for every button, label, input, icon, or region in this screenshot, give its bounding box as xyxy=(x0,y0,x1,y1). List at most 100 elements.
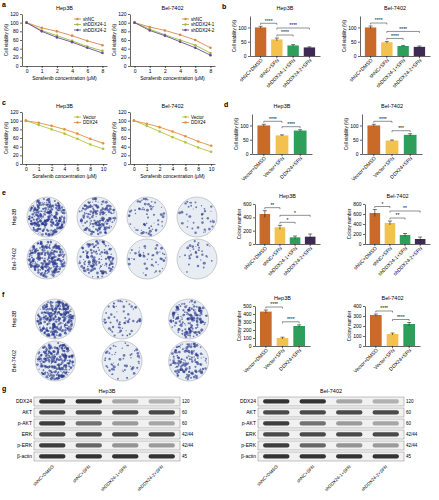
colony xyxy=(69,310,71,312)
tick: 0 xyxy=(16,161,22,167)
tick-label: 100 xyxy=(10,20,19,26)
data-point xyxy=(40,30,43,33)
colony xyxy=(82,252,84,254)
colony xyxy=(86,220,88,222)
colony xyxy=(105,208,107,210)
colony xyxy=(114,334,116,336)
chart-title: Hep3B xyxy=(56,5,73,11)
colony xyxy=(205,255,207,257)
colony xyxy=(59,266,60,267)
tick: 60 xyxy=(13,37,22,43)
colony xyxy=(52,222,54,224)
tick-label: 400 xyxy=(243,214,252,220)
colony xyxy=(38,257,39,258)
x-axis-title: Sorafenib concentration (μM) xyxy=(32,75,97,81)
colony xyxy=(44,258,45,259)
colony xyxy=(195,246,196,247)
tick-label: 6 xyxy=(184,166,187,172)
colony xyxy=(36,257,38,259)
tick-label: 1 xyxy=(38,166,41,172)
tick: 2 xyxy=(164,66,167,74)
axis: shNC+DMSOshNC+SFNshDDX24-1+SFNshDDX24-2+… xyxy=(352,244,430,277)
colony xyxy=(113,213,114,214)
colony xyxy=(95,241,97,243)
colony xyxy=(86,254,88,256)
colony xyxy=(59,251,61,253)
colony xyxy=(62,212,64,214)
bar xyxy=(397,46,408,56)
colony xyxy=(80,220,83,223)
colony-dish xyxy=(27,239,67,279)
colony xyxy=(210,205,212,207)
tick-label: 200 xyxy=(243,327,252,333)
colony xyxy=(156,244,158,246)
tick: 0 xyxy=(25,164,28,172)
tick: 10 xyxy=(209,164,215,172)
colony xyxy=(95,197,98,200)
tick: 2 xyxy=(56,66,59,74)
colony xyxy=(107,223,108,224)
colony xyxy=(43,314,44,315)
colony xyxy=(145,274,147,276)
tick: 400 xyxy=(353,221,365,227)
colony xyxy=(40,243,42,245)
tick: shDDX24-2+SFN xyxy=(391,56,423,89)
colony xyxy=(54,262,56,264)
colony xyxy=(106,266,107,267)
colony xyxy=(93,204,95,206)
chart-title: Bel-7402 xyxy=(161,5,183,11)
tick: 500 xyxy=(243,303,255,309)
tick-label: 0 xyxy=(354,53,357,59)
colony xyxy=(59,216,60,217)
colony xyxy=(153,214,155,216)
colony xyxy=(45,233,46,234)
tick-label: 100 xyxy=(118,20,127,26)
colony xyxy=(110,313,112,315)
tick: 200 xyxy=(353,323,365,329)
data-point xyxy=(63,128,66,131)
tick-label: 100 xyxy=(348,25,357,31)
colony xyxy=(61,301,63,303)
colony xyxy=(116,306,117,307)
colony xyxy=(91,216,94,219)
line-chart: 02040608010012001246810Hep3BCell viabili… xyxy=(4,103,108,179)
colony xyxy=(132,320,134,322)
colony xyxy=(97,247,99,249)
axis: 0200400600 xyxy=(243,201,255,247)
plot-area xyxy=(260,310,305,346)
colony xyxy=(61,227,62,228)
tick-label: 8 xyxy=(197,166,200,172)
legend-entry: shNC xyxy=(83,17,95,22)
colony xyxy=(63,220,65,222)
tick-label: 4 xyxy=(172,166,175,172)
colony xyxy=(204,228,206,230)
tick: 50 xyxy=(241,39,250,45)
data-point xyxy=(50,128,53,131)
colony xyxy=(92,264,95,267)
colony xyxy=(92,208,94,210)
tick-label: 0 xyxy=(124,161,127,167)
colony xyxy=(56,305,59,308)
colony xyxy=(108,245,109,246)
colony xyxy=(52,225,53,226)
colony xyxy=(189,202,190,203)
colony xyxy=(29,256,31,258)
colony xyxy=(42,203,45,206)
colony xyxy=(57,225,58,226)
colony xyxy=(51,249,53,251)
colony-dish xyxy=(77,197,117,237)
colony xyxy=(67,306,69,308)
colony xyxy=(28,218,30,220)
colony xyxy=(85,213,87,215)
colony xyxy=(52,205,54,207)
legend-entry: DDX24 xyxy=(191,120,206,125)
colony xyxy=(111,221,113,223)
colony xyxy=(49,319,51,321)
colony xyxy=(39,202,42,205)
colony xyxy=(39,257,41,259)
colony xyxy=(104,271,107,274)
colony xyxy=(155,247,157,249)
colony xyxy=(56,222,58,224)
tick-label: 0 xyxy=(16,63,19,69)
tick-label: 80 xyxy=(13,126,19,132)
